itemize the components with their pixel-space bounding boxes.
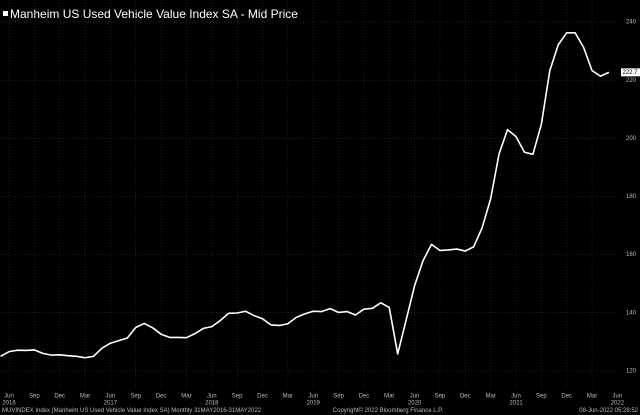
y-tick-label: 160 bbox=[626, 252, 637, 258]
x-tick-label: Mar bbox=[587, 394, 597, 400]
x-year-label: 2018 bbox=[205, 401, 219, 407]
x-tick-label: Jun bbox=[207, 394, 217, 400]
x-year-label: 2016 bbox=[2, 401, 16, 407]
x-tick-label: Sep bbox=[536, 394, 547, 400]
y-tick-label: 240 bbox=[626, 20, 637, 26]
x-tick-label: Jun bbox=[308, 394, 318, 400]
x-tick-label: Dec bbox=[561, 394, 572, 400]
x-tick-label: Sep bbox=[29, 394, 40, 400]
footer-copyright: Copyright© 2022 Bloomberg Finance L.P. bbox=[333, 407, 444, 414]
x-tick-label: Dec bbox=[460, 394, 471, 400]
legend-swatch bbox=[3, 11, 8, 16]
y-tick-label: 220 bbox=[626, 78, 637, 84]
x-tick-label: Jun bbox=[511, 394, 521, 400]
x-tick-label: Dec bbox=[54, 394, 65, 400]
x-year-label: 2021 bbox=[509, 401, 523, 407]
x-tick-label: Dec bbox=[359, 394, 370, 400]
x-tick-label: Sep bbox=[333, 394, 344, 400]
x-year-label: 2019 bbox=[307, 401, 321, 407]
x-tick-label: Mar bbox=[80, 394, 90, 400]
x-tick-label: Dec bbox=[156, 394, 167, 400]
x-tick-label: Jun bbox=[613, 394, 623, 400]
x-tick-label: Mar bbox=[485, 394, 495, 400]
x-tick-label: Mar bbox=[384, 394, 394, 400]
x-tick-label: Dec bbox=[257, 394, 268, 400]
footer-source: MUVINDEX Index (Manheim US Used Vehicle … bbox=[2, 408, 262, 414]
x-tick-label: Jun bbox=[106, 394, 116, 400]
x-tick-label: Sep bbox=[130, 394, 141, 400]
last-value-label: 222.7 bbox=[623, 70, 639, 76]
footer-timestamp: 08-Jun-2022 05:28:52 bbox=[579, 408, 638, 414]
series-line bbox=[0, 32, 610, 359]
x-tick-label: Mar bbox=[181, 394, 191, 400]
x-tick-label: Sep bbox=[435, 394, 446, 400]
x-tick-label: Jun bbox=[4, 394, 14, 400]
x-year-label: 2022 bbox=[611, 401, 625, 407]
y-tick-label: 120 bbox=[626, 368, 637, 374]
chart-title: Manheim US Used Vehicle Value Index SA -… bbox=[10, 7, 298, 21]
x-tick-label: Mar bbox=[283, 394, 293, 400]
x-tick-label: Sep bbox=[232, 394, 243, 400]
x-year-label: 2017 bbox=[104, 401, 118, 407]
x-year-label: 2020 bbox=[408, 401, 422, 407]
last-value-box bbox=[621, 68, 640, 77]
y-tick-label: 180 bbox=[626, 194, 637, 200]
y-tick-label: 140 bbox=[626, 310, 637, 316]
y-tick-label: 200 bbox=[626, 136, 637, 142]
x-tick-label: Jun bbox=[410, 394, 420, 400]
